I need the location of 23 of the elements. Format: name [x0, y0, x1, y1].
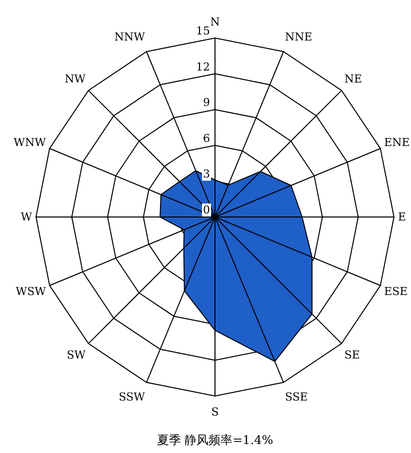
y-tick-label: 15 [196, 24, 210, 38]
spoke-label: SE [344, 348, 360, 362]
spoke-label: W [20, 210, 33, 224]
spoke-label: NNE [285, 30, 312, 44]
spoke-label: WNW [14, 136, 47, 149]
spoke-label: N [210, 16, 220, 28]
spoke-label: S [211, 406, 219, 418]
spoke-label: NE [344, 72, 362, 86]
spoke-label: NW [64, 72, 86, 86]
spoke-label: SW [66, 348, 86, 362]
y-tick-label: 12 [196, 60, 210, 74]
y-tick-label: 6 [203, 132, 210, 145]
spoke-label: NNW [114, 30, 146, 44]
spoke-label: ENE [384, 136, 410, 149]
spoke-label: E [398, 210, 406, 224]
y-tick-label: 3 [203, 168, 210, 181]
spoke-label: SSW [118, 390, 146, 404]
spoke-label: ESE [384, 285, 408, 298]
y-tick-label: 9 [203, 96, 210, 110]
spoke-label: SSE [285, 390, 308, 404]
spoke-label: WSW [16, 285, 47, 298]
text: 夏季 静风频率=1.4% [156, 433, 274, 447]
y-tick-label: 0 [203, 204, 210, 216]
